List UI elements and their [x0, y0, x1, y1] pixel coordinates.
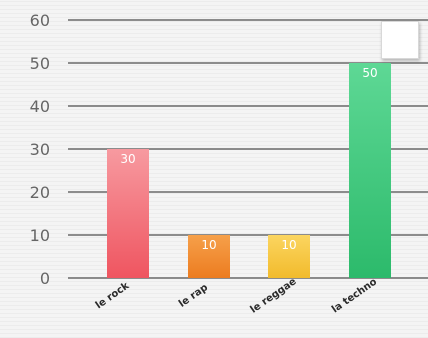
bar-le-rock[interactable]: [107, 149, 149, 278]
legend-box[interactable]: [381, 21, 419, 59]
bar-le-rap[interactable]: [188, 235, 230, 278]
y-tick-label-10: 10: [30, 226, 50, 245]
x-axis-labels: le rock le rap le reggae la techno: [94, 276, 379, 316]
data-label-le-rap: 10: [201, 238, 216, 252]
x-tick-label-le-rap: le rap: [177, 282, 210, 310]
data-label-la-techno: 50: [362, 66, 377, 80]
y-tick-label-60: 60: [30, 11, 50, 30]
y-tick-label-40: 40: [30, 97, 50, 116]
data-label-le-rock: 30: [120, 152, 135, 166]
y-tick-label-50: 50: [30, 54, 50, 73]
data-label-le-reggae: 10: [281, 238, 296, 252]
x-tick-label-la-techno: la techno: [330, 276, 379, 315]
y-axis-labels: 0 10 20 30 40 50 60: [30, 11, 50, 288]
y-tick-label-30: 30: [30, 140, 50, 159]
bar-le-reggae[interactable]: [268, 235, 310, 278]
x-tick-label-le-rock: le rock: [94, 280, 132, 311]
data-labels: 30 10 10 50: [120, 66, 377, 252]
bars: [107, 63, 391, 278]
bar-la-techno[interactable]: [349, 63, 391, 278]
x-tick-label-le-reggae: le reggae: [249, 276, 299, 316]
y-tick-label-0: 0: [40, 269, 50, 288]
y-tick-label-20: 20: [30, 183, 50, 202]
